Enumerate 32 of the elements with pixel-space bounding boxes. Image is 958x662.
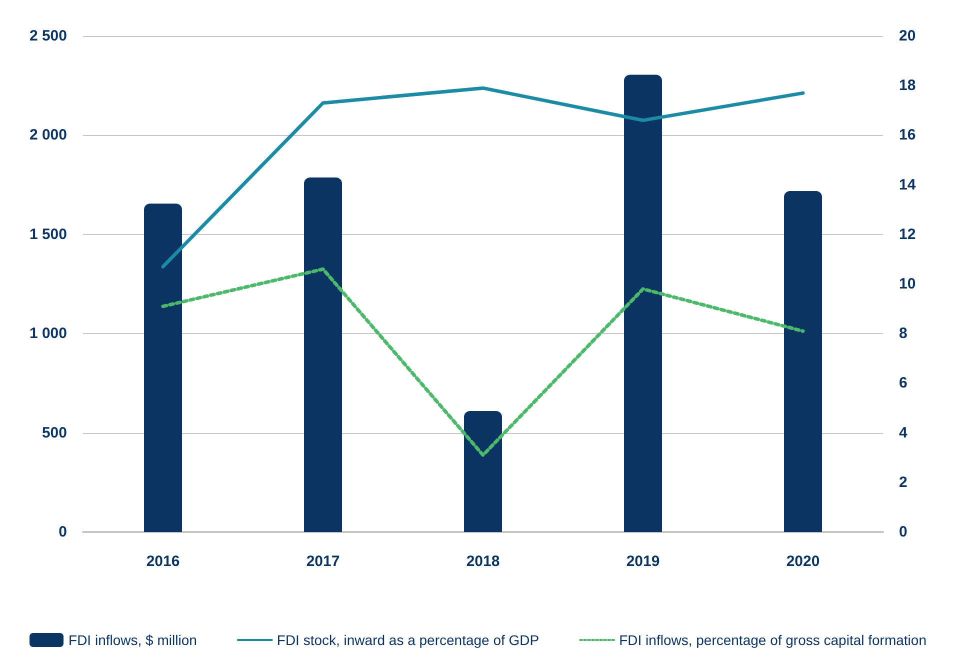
y2-tick-label: 8 bbox=[899, 325, 908, 342]
legend-label: FDI inflows, $ million bbox=[68, 632, 197, 648]
y-tick-label: 1 500 bbox=[29, 226, 67, 243]
bar bbox=[144, 204, 182, 532]
y2-tick-label: 6 bbox=[899, 374, 908, 392]
y2-tick-label: 2 bbox=[899, 474, 908, 491]
x-tick-label: 2017 bbox=[306, 553, 340, 570]
y-tick-label: 0 bbox=[58, 524, 67, 540]
x-tick-label: 2018 bbox=[466, 553, 500, 570]
x-tick-label: 2020 bbox=[786, 553, 820, 570]
bar bbox=[464, 410, 502, 532]
y2-tick-label: 12 bbox=[899, 226, 916, 243]
y2-tick-label: 16 bbox=[899, 126, 916, 144]
line-series bbox=[161, 267, 805, 457]
x-tick-label: 2016 bbox=[146, 553, 180, 570]
line-series bbox=[161, 86, 805, 268]
y2-tick-label: 20 bbox=[899, 28, 916, 44]
y-tick-label: 2 500 bbox=[29, 28, 67, 44]
y2-tick-label: 0 bbox=[899, 524, 908, 540]
bar bbox=[304, 177, 342, 532]
y2-tick-label: 14 bbox=[899, 176, 916, 194]
legend-label: FDI stock, inward as a percentage of GDP bbox=[276, 632, 540, 648]
legend-label: FDI inflows, percentage of gross capital formation bbox=[619, 632, 926, 648]
y-tick-label: 1 000 bbox=[29, 325, 67, 342]
y-tick-label: 2 000 bbox=[29, 126, 67, 144]
y2-tick-label: 18 bbox=[899, 77, 916, 94]
y-tick-label: 500 bbox=[42, 424, 67, 442]
bar bbox=[624, 74, 662, 532]
y2-tick-label: 4 bbox=[899, 424, 908, 442]
x-tick-label: 2019 bbox=[626, 553, 660, 570]
bar bbox=[784, 190, 822, 532]
y2-tick-label: 10 bbox=[899, 276, 916, 292]
